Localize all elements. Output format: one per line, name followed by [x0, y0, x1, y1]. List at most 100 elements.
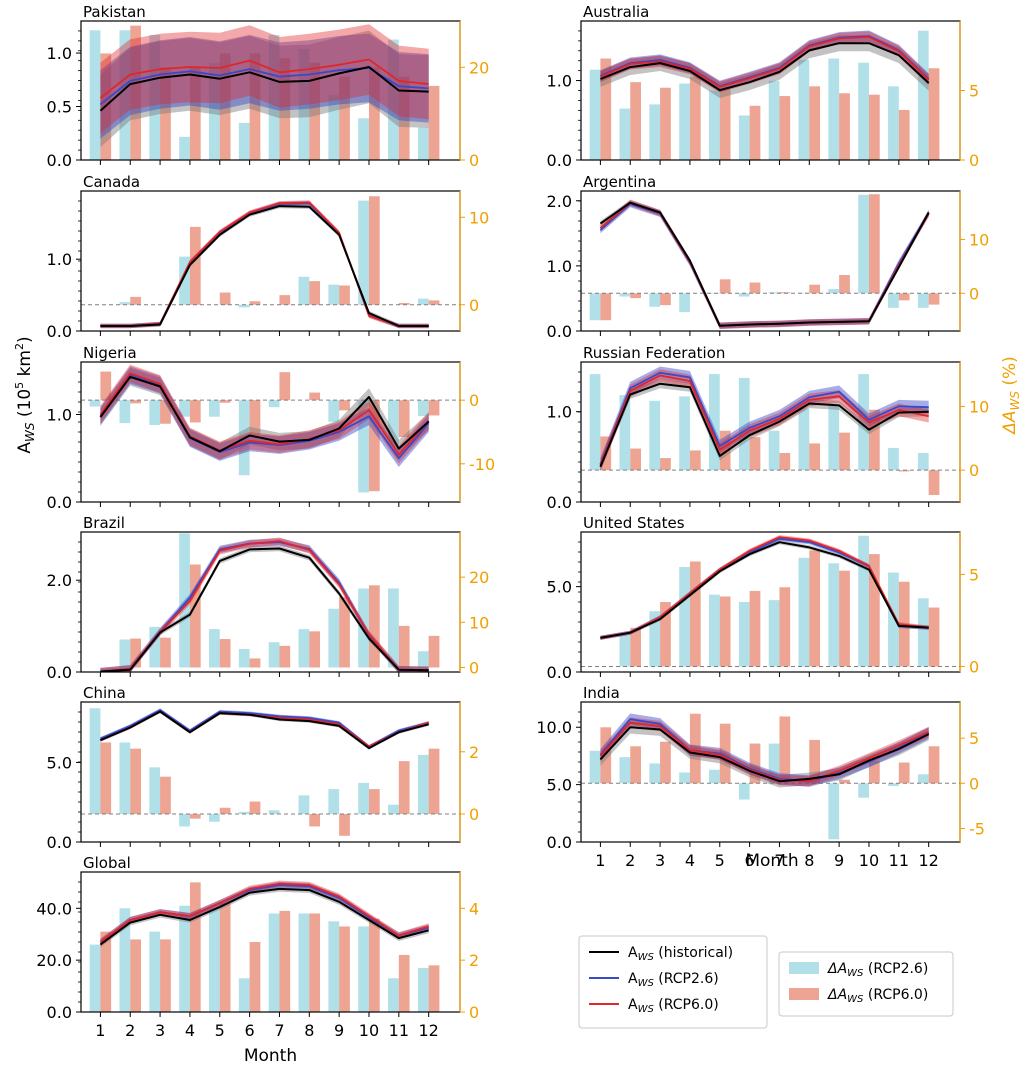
bar-rcp26-australia-m12 [917, 30, 929, 160]
right-tick-label-canada-0: 0 [469, 296, 479, 315]
right-tick-label-india-2: 5 [969, 729, 979, 748]
line-rcp60-india [599, 721, 930, 783]
bar-rcp26-united-states-m10 [858, 535, 869, 667]
bar-rcp60-china-m12 [428, 748, 440, 814]
bar-rcp60-australia-m11 [898, 109, 910, 160]
bar-rcp60-global-m1 [100, 931, 112, 1012]
bar-rcp26-pakistan-m6 [238, 122, 250, 160]
bar-rcp26-russian-federation-m9 [828, 404, 840, 471]
line-rcp60-global [99, 882, 429, 943]
x-tick-label-global-m3: 3 [155, 1021, 165, 1040]
x-tick-label-india-m7: 7 [774, 851, 784, 870]
bar-rcp26-brazil-m12 [417, 651, 429, 668]
bar-rcp26-global-m8 [298, 913, 310, 1012]
left-tick-label-brazil-1: 2.0 [47, 571, 72, 590]
line-historical-india [599, 726, 930, 783]
left-tick-label-russian-federation-1: 1.0 [547, 403, 572, 422]
bar-rcp26-pakistan-m8 [298, 48, 310, 160]
band-historical-united-states [600, 540, 929, 640]
bar-rcp60-pakistan-m11 [398, 76, 410, 160]
bar-rcp26-australia-m6 [738, 115, 750, 160]
panel-title-canada: Canada [83, 173, 140, 191]
bar-rcp60-united-states-m12 [928, 607, 940, 667]
bar-rcp60-china-m4 [189, 814, 201, 819]
panel-title-pakistan: Pakistan [83, 3, 146, 21]
panel-title-nigeria: Nigeria [83, 344, 137, 362]
bar-rcp26-brazil-m2 [119, 639, 131, 668]
bar-rcp26-india-m1 [589, 750, 601, 784]
bar-rcp60-nigeria-m9 [339, 400, 350, 411]
panel-australia: Australia 0.0 1.0 0 5 [547, 3, 980, 170]
bar-rcp60-australia-m5 [719, 89, 731, 160]
line-rcp60-australia [600, 36, 930, 88]
left-tick-label-global-2: 40.0 [36, 899, 72, 918]
bar-rcp60-brazil-m3 [160, 637, 171, 668]
legend-label-rcp60: AWS (RCP6.0) [628, 997, 719, 1015]
bar-rcp60-united-states-m9 [839, 570, 850, 667]
x-tick-label-india-m11: 11 [889, 851, 909, 870]
line-rcp60-pakistan [99, 58, 429, 99]
bar-rcp60-russian-federation-m8 [809, 443, 821, 471]
x-tick-label-india-m12: 12 [918, 851, 938, 870]
bar-rcp60-argentina-m7 [779, 292, 791, 294]
bar-rcp26-global-m7 [268, 913, 280, 1012]
legend-swatch-bar26 [789, 962, 819, 974]
bar-rcp26-united-states-m6 [738, 602, 750, 667]
bar-rcp60-united-states-m4 [689, 561, 701, 667]
bar-rcp26-argentina-m8 [798, 292, 810, 294]
bar-rcp60-russian-federation-m5 [719, 430, 731, 471]
bar-rcp26-china-m6 [238, 811, 250, 814]
legend-bars-box [778, 951, 954, 1017]
bar-rcp26-argentina-m11 [888, 293, 899, 308]
legend-lines: AWS (historical) AWS (RCP2.6) AWS (RCP6.0) [578, 935, 768, 1029]
bar-rcp60-pakistan-m12 [428, 85, 440, 160]
bar-rcp26-china-m9 [328, 789, 340, 814]
bar-rcp60-china-m6 [249, 801, 261, 814]
bar-rcp60-india-m6 [749, 743, 761, 784]
x-tick-label-global-m11: 11 [389, 1021, 409, 1040]
plot-area-russian-federation [581, 366, 960, 495]
line-historical-pakistan [99, 66, 429, 112]
bar-rcp26-canada-m2 [119, 302, 131, 305]
bar-rcp26-canada-m6 [238, 304, 250, 308]
bar-rcp26-australia-m11 [888, 86, 899, 160]
bar-rcp60-canada-m11 [398, 303, 410, 305]
bar-rcp26-brazil-m3 [149, 626, 161, 668]
line-historical-brazil [100, 547, 429, 672]
bar-rcp60-pakistan-m10 [368, 67, 380, 160]
bar-rcp60-canada-m12 [428, 300, 440, 305]
bar-rcp60-argentina-m3 [660, 293, 671, 306]
bar-rcp60-india-m4 [689, 713, 701, 784]
left-y-axis-label: AWS (105 km2) [13, 336, 37, 453]
x-tick-label-global-m7: 7 [274, 1021, 284, 1040]
right-y-axis-label: ΔAWS (%) [1000, 356, 1022, 436]
legend-label-rcp26: AWS (RCP2.6) [628, 971, 719, 989]
right-tick-label-russian-federation-0: 0 [969, 461, 979, 480]
line-historical-nigeria [99, 375, 430, 453]
bar-rcp60-canada-m2 [130, 296, 141, 305]
bar-rcp60-global-m2 [130, 939, 141, 1012]
bar-rcp60-brazil-m12 [428, 635, 440, 668]
x-axis-label-right-column: Month [745, 851, 798, 871]
bar-rcp26-russian-federation-m5 [709, 374, 720, 471]
panel-china: China 0.0 5.0 0 2 [47, 684, 480, 852]
bar-rcp26-united-states-m7 [768, 600, 780, 667]
plot-area-australia [589, 30, 940, 160]
bar-rcp60-china-m2 [130, 748, 141, 814]
x-tick-label-global-m1: 1 [95, 1021, 105, 1040]
right-tick-label-brazil-0: 0 [469, 658, 479, 677]
bar-rcp26-australia-m10 [858, 62, 869, 160]
bar-rcp26-global-m10 [358, 926, 369, 1012]
bar-rcp26-russian-federation-m7 [768, 430, 780, 471]
bar-rcp60-india-m8 [809, 739, 821, 784]
right-tick-label-australia-1: 5 [969, 82, 979, 101]
bar-rcp26-global-m5 [209, 908, 220, 1012]
bar-rcp26-argentina-m4 [679, 293, 690, 313]
plot-area-global [89, 880, 440, 1012]
bar-rcp26-canada-m12 [417, 298, 429, 305]
bar-rcp60-china-m3 [160, 776, 171, 814]
bar-rcp60-australia-m12 [928, 68, 940, 160]
bar-rcp60-australia-m1 [600, 58, 612, 160]
band-historical-pakistan [100, 30, 429, 148]
bar-rcp26-nigeria-m5 [209, 400, 220, 417]
